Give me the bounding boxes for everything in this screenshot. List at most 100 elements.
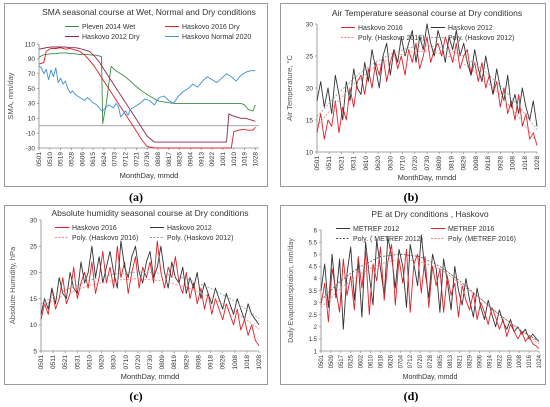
- x-tick-label: 0521: [338, 156, 345, 171]
- legend-entry: Haskovo 2016 Dry: [182, 24, 240, 31]
- x-tick-label: 0521: [62, 355, 69, 370]
- series-line-0: [320, 234, 540, 342]
- x-tick-label: 0710: [400, 156, 407, 171]
- y-tick-label: 25: [306, 53, 314, 60]
- x-tick-label: 0829: [461, 156, 468, 171]
- x-tick-label: 0610: [369, 354, 375, 368]
- series-line-2: [40, 278, 260, 330]
- y-tick-label: 5: [33, 348, 37, 355]
- legend-entry: Haskovo 2012: [167, 225, 212, 232]
- x-tick-label: 0501: [38, 355, 45, 370]
- x-tick-label: 0501: [314, 156, 321, 171]
- series-line-1: [38, 47, 256, 149]
- series-line-3: [320, 258, 540, 345]
- panel-letter-c: (c): [129, 389, 143, 403]
- y-tick-label: 15: [30, 296, 38, 303]
- x-tick-label: 0525: [349, 354, 355, 368]
- x-tick-label: 0519: [58, 152, 65, 167]
- x-tick-label: 0606: [79, 152, 86, 167]
- x-tick-label: 0620: [99, 355, 106, 370]
- x-tick-label: 0720: [135, 355, 142, 370]
- absolute-humidity-chart: Absolute humidity seasonal course at Dry…: [8, 208, 263, 381]
- y-tick-label: 3: [314, 301, 318, 307]
- x-tick-label: 0819: [171, 355, 178, 370]
- x-tick-label: 0922: [209, 152, 216, 167]
- series-line-1: [316, 23, 538, 127]
- y-axis-label: Air Temperature, °C: [285, 55, 294, 121]
- series-line-0: [38, 52, 256, 124]
- x-tick-label: 0624: [101, 152, 108, 167]
- x-tick-label: 0630: [387, 156, 394, 171]
- x-axis-label: MonthDay, mmdd: [121, 372, 180, 381]
- x-tick-label: 0808: [155, 152, 162, 167]
- x-tick-label: 0913: [198, 152, 205, 167]
- y-tick-label: 10: [306, 149, 314, 156]
- x-tick-label: 0630: [111, 355, 118, 370]
- x-tick-label: 0817: [166, 152, 173, 167]
- y-tick-label: 30: [30, 217, 38, 224]
- legend-entry: Poly. (Haskovo 2016): [358, 35, 424, 42]
- legend-entry: Poly. (Haskovo 2016): [72, 235, 138, 242]
- legend-entry: Poly. (METREF 2016): [448, 236, 516, 243]
- x-tick-label: 0908: [195, 355, 202, 370]
- x-axis-label: MonthDay, mmdd: [403, 374, 458, 381]
- y-tick-label: 110: [25, 41, 36, 48]
- x-tick-label: 0928: [497, 156, 504, 171]
- x-tick-label: 0826: [177, 152, 184, 167]
- panel-letter-d: (d): [403, 389, 419, 403]
- series-line-2: [316, 50, 538, 143]
- y-tick-label: 50: [28, 86, 36, 93]
- x-tick-label: 0914: [487, 354, 493, 368]
- y-tick-label: 5: [314, 253, 318, 259]
- y-tick-label: 10: [28, 116, 36, 123]
- y-tick-label: 3.5: [309, 289, 318, 295]
- x-tick-label: 0528: [68, 152, 75, 167]
- legend-entry: METREF 2012: [353, 226, 399, 233]
- series-line-3: [38, 65, 256, 118]
- x-tick-label: 1001: [220, 152, 227, 167]
- x-tick-label: 0829: [183, 355, 190, 370]
- y-tick-label: 15: [306, 117, 314, 124]
- x-tick-label: 0728: [428, 354, 434, 368]
- x-tick-label: 0531: [351, 156, 358, 171]
- x-axis-label: MonthDay, mmdd: [120, 171, 179, 180]
- y-tick-label: 20: [30, 270, 38, 277]
- y-tick-label: 10: [30, 322, 38, 329]
- x-tick-label: 0918: [208, 355, 215, 370]
- x-tick-label: 0918: [485, 156, 492, 171]
- x-tick-label: 0610: [86, 355, 93, 370]
- x-tick-label: 0809: [436, 156, 443, 171]
- y-tick-label: 2: [314, 325, 318, 331]
- x-tick-label: 0517: [339, 354, 345, 368]
- x-tick-label: 0610: [363, 156, 370, 171]
- x-tick-label: 0928: [220, 355, 227, 370]
- series-line-0: [316, 36, 538, 146]
- panel-a-sma-chart: SMA seasonal course at Wet, Normal and D…: [4, 3, 268, 187]
- evapotranspiration-chart: PE at Dry conditions , Haskovo 1 1.5 2 2.5 3 3…: [288, 209, 543, 381]
- x-tick-label: 1008: [517, 354, 523, 368]
- x-tick-label: 1008: [232, 355, 239, 370]
- legend-entry: Pleven 2014 Wet: [82, 24, 135, 31]
- x-tick-label: 0922: [497, 354, 503, 368]
- y-tick-label: 30: [28, 101, 36, 108]
- x-tick-label: 0620: [375, 156, 382, 171]
- y-tick-label: -10: [26, 130, 36, 137]
- x-tick-label: 1028: [534, 156, 541, 171]
- x-tick-label: 1018: [244, 355, 251, 370]
- y-tick-label: 1: [314, 349, 318, 355]
- x-tick-label: 0602: [359, 354, 365, 368]
- x-tick-label: 0501: [319, 354, 325, 368]
- x-tick-label: 0730: [144, 152, 151, 167]
- legend-entry: Haskovo 2012 Dry: [82, 34, 140, 41]
- x-tick-label: 1028: [256, 355, 263, 370]
- x-tick-label: 1019: [242, 152, 249, 167]
- legend-entry: Haskovo Normal 2020: [182, 34, 251, 41]
- y-tick-label: 5.5: [309, 240, 318, 246]
- x-tick-label: 1016: [527, 354, 533, 368]
- y-tick-label: 4: [314, 277, 318, 283]
- x-tick-label: 0809: [159, 355, 166, 370]
- x-tick-label: 0703: [112, 152, 119, 167]
- x-tick-label: 0511: [50, 355, 57, 369]
- panel-letter-b: (b): [403, 190, 419, 204]
- x-tick-label: 0510: [47, 152, 54, 167]
